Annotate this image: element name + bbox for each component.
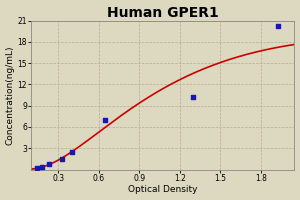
- Point: [276, 25, 280, 28]
- Point: [46, 163, 51, 166]
- Point: [191, 96, 196, 99]
- Point: [34, 167, 39, 170]
- Point: [60, 157, 64, 160]
- X-axis label: Optical Density: Optical Density: [128, 185, 197, 194]
- Y-axis label: Concentration(ng/mL): Concentration(ng/mL): [6, 45, 15, 145]
- Point: [40, 165, 44, 169]
- Point: [103, 118, 108, 122]
- Point: [69, 150, 74, 153]
- Title: Human GPER1: Human GPER1: [107, 6, 219, 20]
